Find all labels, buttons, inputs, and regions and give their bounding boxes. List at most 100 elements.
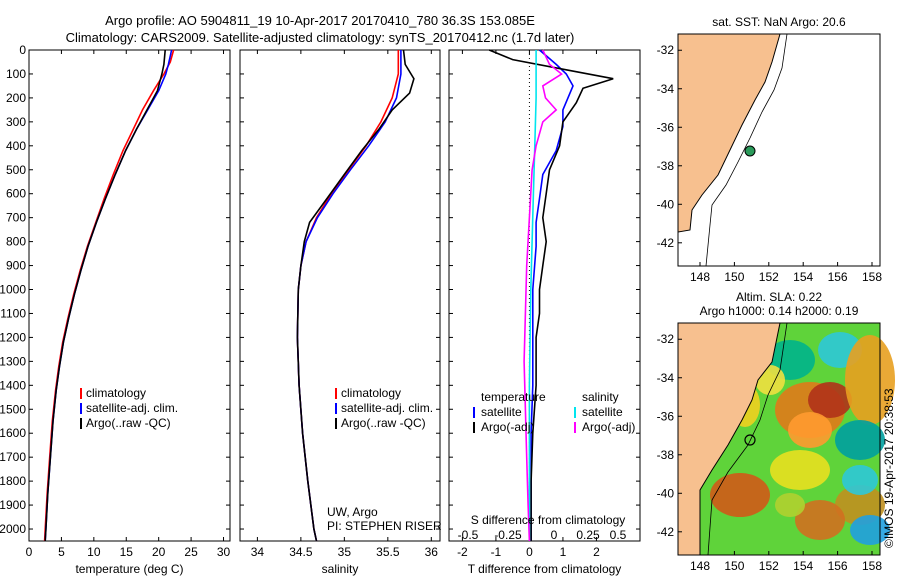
sla-anomaly-blob: [842, 465, 878, 495]
y-tick-label: 1200: [0, 330, 26, 344]
panel-frame-difference: [448, 49, 641, 542]
y-tick-label: 200: [6, 91, 26, 105]
map-y-tick-label-sla: -40: [657, 486, 675, 500]
legend-label-temperature: climatology: [86, 386, 146, 400]
s-tick-label: -0.25: [494, 528, 522, 542]
s-axis-title: S difference from climatology: [471, 513, 626, 527]
map-y-tick-label-sst: -34: [657, 82, 675, 96]
map-x-tick-label-sst: 156: [828, 270, 848, 284]
x-tick-label-temperature: 30: [217, 545, 231, 559]
sla-anomaly-blob: [770, 450, 830, 490]
panel-difference: -2 -1 0 1 2T difference from climatology: [448, 49, 641, 576]
panel-frame-temperature: [28, 49, 231, 542]
x-tick-label-difference: -2: [457, 545, 468, 559]
x-tick-label-difference: 0: [526, 545, 533, 559]
map-frame-sla: [677, 322, 881, 556]
map-x-tick-label-sla: 152: [759, 559, 779, 573]
map-sst: sat. SST: NaN Argo: 20.6 148 150 152 154 156 1…: [657, 15, 883, 284]
x-tick-label-temperature: 10: [87, 545, 101, 559]
x-tick-label-difference: 1: [560, 545, 567, 559]
y-tick-label: 500: [6, 163, 26, 177]
map-title-sla: Altim. SLA: 0.22: [736, 290, 822, 304]
map-x-tick-label-sla: 150: [724, 559, 744, 573]
map-y-tick-label-sla: -36: [657, 409, 675, 423]
map-x-tick-label-sla: 154: [793, 559, 813, 573]
sla-anomaly-blob: [795, 500, 845, 540]
map-y-tick-label-sla: -42: [657, 525, 675, 539]
y-tick-label: 1600: [0, 426, 26, 440]
y-tick-label: 400: [6, 139, 26, 153]
series-line-salinity-2: [296, 49, 415, 542]
x-axis-label-temperature: temperature (deg C): [75, 562, 183, 576]
x-axis-label-salinity: salinity: [322, 562, 359, 576]
legend-label-salinity: climatology: [341, 386, 401, 400]
sla-anomaly-blob: [835, 420, 885, 460]
sla-anomaly-blob: [808, 382, 852, 418]
map-x-tick-label-sst: 158: [862, 270, 882, 284]
panel-salinity: 34 34.5 35 35.5 36 salinity: [239, 49, 441, 576]
sla-anomaly-blob: [835, 485, 885, 525]
panel-frame-salinity: [239, 49, 441, 542]
x-tick-label-temperature: 25: [184, 545, 198, 559]
map-y-tick-label-sst: -38: [657, 159, 675, 173]
map-y-tick-label-sla: -38: [657, 448, 675, 462]
map-x-tick-label-sla: 158: [862, 559, 882, 573]
legend-label-temp: satellite: [481, 405, 522, 419]
y-tick-label: 1300: [0, 354, 26, 368]
map-y-tick-label-sst: -40: [657, 197, 675, 211]
s-tick-label: 0.5: [610, 528, 627, 542]
legend-label-salinity: Argo(..raw -QC): [341, 416, 426, 430]
map-y-tick-label-sst: -42: [657, 236, 675, 250]
map-x-tick-label-sst: 150: [724, 270, 744, 284]
sla-anomaly-blob: [710, 473, 770, 517]
x-tick-label-difference: 2: [593, 545, 600, 559]
x-tick-label-temperature: 5: [58, 545, 65, 559]
series-line-difference-1: [488, 49, 614, 541]
map-frame-sst: [677, 33, 881, 267]
panel-temperature: 0 5 10 15 20 25 30 temperature (deg C) 0 100 200 30…: [0, 43, 231, 576]
depth-contour-sst: [705, 33, 788, 267]
depth-contour-sla: [707, 322, 788, 556]
series-line-difference-2: [528, 50, 537, 541]
series-line-difference-0: [530, 49, 574, 541]
sla-anomaly-blob: [788, 412, 832, 448]
sla-anomaly-blob: [775, 493, 805, 517]
profile-title: Argo profile: AO 5904811_19 10-Apr-2017 …: [105, 13, 535, 28]
sla-anomaly-blob: [845, 335, 895, 425]
legend-label-salinity: satellite-adj. clim.: [341, 401, 433, 415]
x-tick-label-temperature: 20: [152, 545, 166, 559]
legend-label-temperature: satellite-adj. clim.: [86, 401, 178, 415]
y-tick-label: 100: [6, 67, 26, 81]
x-tick-label-difference: -1: [491, 545, 502, 559]
map-x-tick-label-sst: 152: [759, 270, 779, 284]
float-marker-sst: [744, 145, 756, 157]
imos-credit: ©IMOS 19-Apr-2017 20:38:53: [882, 388, 896, 548]
y-tick-label: 800: [6, 235, 26, 249]
y-tick-label: 1700: [0, 450, 26, 464]
y-tick-label: 1900: [0, 498, 26, 512]
map-y-tick-label-sst: -32: [657, 43, 675, 57]
y-tick-label: 1000: [0, 283, 26, 297]
s-tick-label: 0.25: [576, 528, 600, 542]
land-sst: [677, 33, 781, 266]
x-tick-label-temperature: 15: [120, 545, 134, 559]
s-tick-label: 0: [551, 528, 558, 542]
y-tick-label: 0: [19, 43, 26, 57]
map-title-sst: sat. SST: NaN Argo: 20.6: [712, 15, 846, 29]
x-tick-label-salinity: 36: [425, 545, 439, 559]
legend-label-temp: Argo(-adj): [481, 420, 534, 434]
y-tick-label: 1100: [0, 306, 26, 320]
float-marker-sla: [744, 434, 756, 446]
map-x-tick-label-sst: 154: [793, 270, 813, 284]
pi-name: PI: STEPHEN RISER: [327, 519, 442, 533]
map-x-tick-label-sla: 156: [828, 559, 848, 573]
pi-institution: UW, Argo: [327, 505, 378, 519]
legend-label-sal: Argo(-adj): [582, 420, 635, 434]
map-y-tick-label-sst: -36: [657, 120, 675, 134]
map-x-tick-label-sla: 148: [690, 559, 710, 573]
y-tick-label: 1500: [0, 402, 26, 416]
map-y-tick-label-sla: -34: [657, 371, 675, 385]
x-axis-label-difference: T difference from climatology: [468, 562, 622, 576]
